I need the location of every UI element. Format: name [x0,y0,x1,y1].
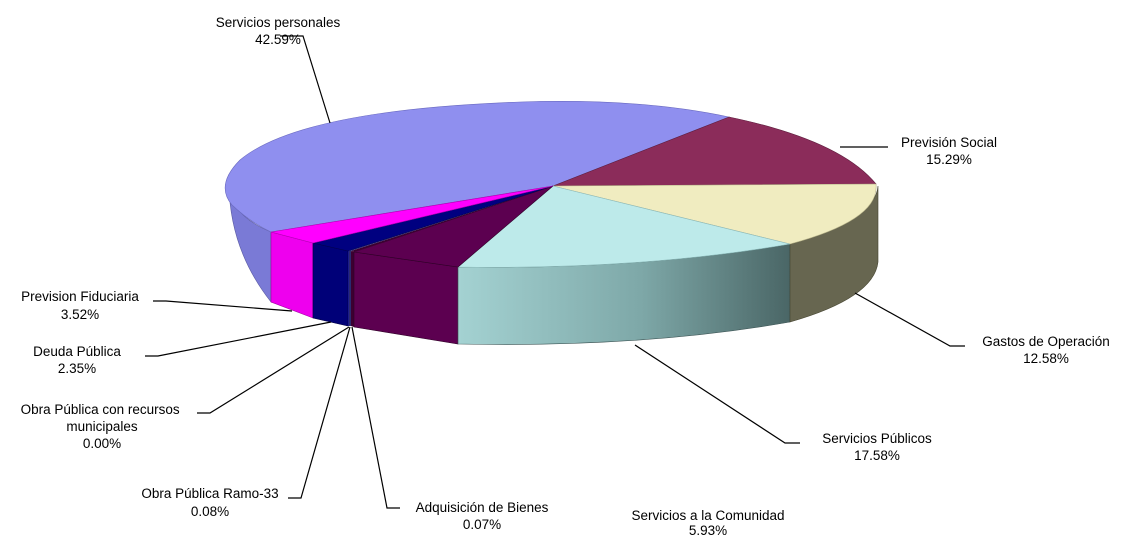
label-gastos-operacion: Gastos de Operación [982,334,1110,349]
label-obra-publica-municipales: Obra Pública con recursos municipales [21,402,184,434]
value-servicios-publicos: 17.58% [854,448,900,463]
leader-adquisicion-bienes [351,326,400,509]
label-deuda-publica: Deuda Pública [33,344,121,359]
slice-gastos-operacion [552,183,877,245]
leader-obra-publica-ramo33 [288,326,351,499]
value-prevision-social: 15.29% [926,152,972,167]
value-adquisicion-bienes: 0.07% [463,517,501,532]
slice-obra-publica-ramo33-side [349,251,351,326]
leader-servicios-personales [280,35,331,124]
leader-prevision-fiduciaria [153,300,293,312]
slice-labels: Servicios personales 42.59% Previsión So… [21,15,1110,538]
label-obra-publica-municipales-line1: Obra Pública con recursos [21,402,180,417]
value-servicios-personales: 42.59% [255,32,301,47]
slice-servicios-comunidad-side [353,251,459,345]
leader-gastos-operacion [854,292,965,347]
label-adquisicion-bienes: Adquisición de Bienes [416,500,549,515]
value-prevision-fiduciaria: 3.52% [61,307,99,322]
value-gastos-operacion: 12.58% [1023,351,1069,366]
label-servicios-publicos: Servicios Públicos [822,431,932,446]
value-obra-publica-municipales: 0.00% [83,436,121,451]
slice-deuda-publica-side [312,242,349,327]
value-servicios-comunidad: 5.93% [689,523,727,538]
slice-servicios-personales [224,101,731,233]
slice-servicios-publicos [457,185,791,268]
value-deuda-publica: 2.35% [58,361,96,376]
label-servicios-comunidad: Servicios a la Comunidad [631,508,784,523]
label-servicios-personales: Servicios personales [216,15,341,30]
slice-prevision-social [552,116,877,187]
label-obra-publica-ramo33: Obra Pública Ramo-33 [141,486,278,501]
pie-side-walls [228,184,879,345]
slice-prevision-fiduciaria [270,185,554,244]
leader-servicios-publicos [634,344,800,444]
label-prevision-social: Previsión Social [901,135,997,150]
pie-top-faces [224,101,877,268]
label-obra-publica-municipales-line2: municipales [66,419,138,434]
slice-obra-publica-municipales-side [348,251,349,326]
value-obra-publica-ramo33: 0.08% [191,504,229,519]
leader-obra-publica-municipales [197,326,350,414]
slice-prevision-fiduciaria-side [270,231,314,319]
slice-adquisicion-bienes [351,186,553,252]
leader-deuda-publica [145,321,332,357]
slice-adquisicion-bienes-side [351,251,354,327]
label-prevision-fiduciaria: Prevision Fiduciaria [21,289,139,304]
leader-lines [145,35,965,509]
